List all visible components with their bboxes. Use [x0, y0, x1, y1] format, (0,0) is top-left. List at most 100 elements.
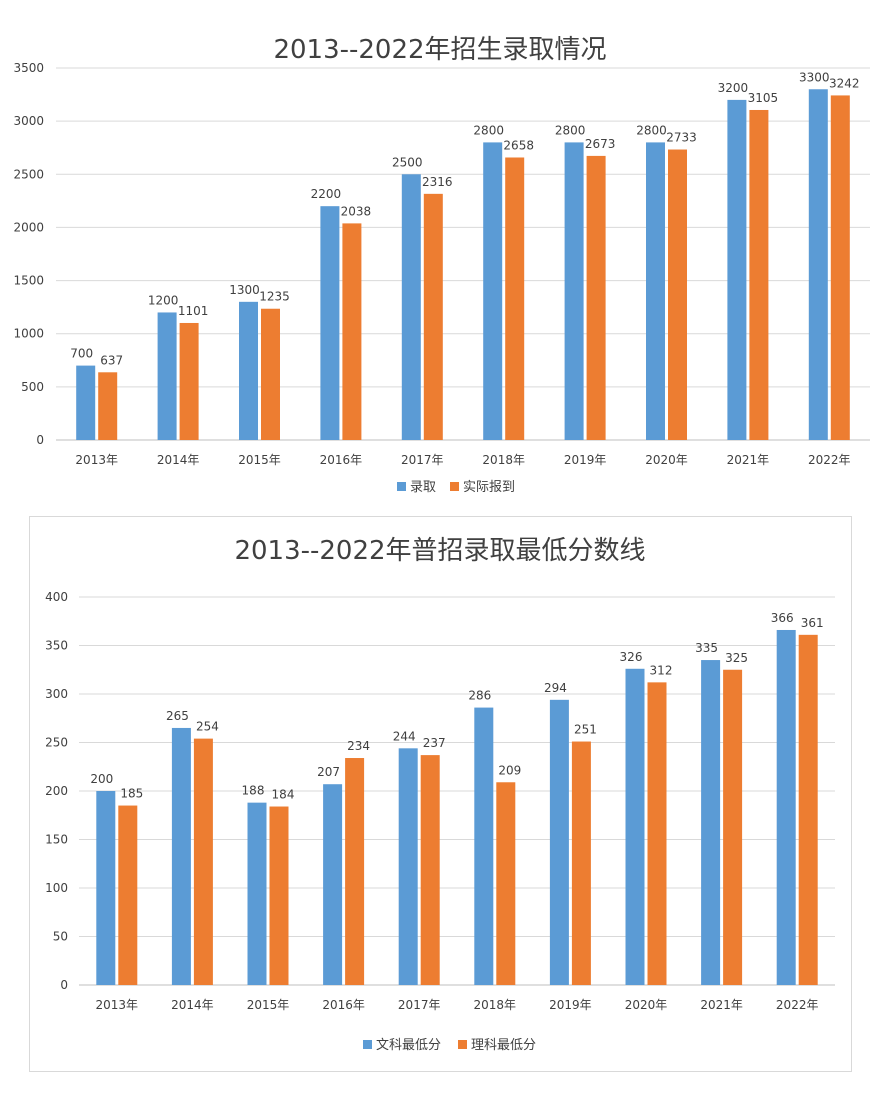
data-label: 637: [100, 353, 123, 367]
data-label: 3242: [829, 76, 860, 90]
bar-series-1: [564, 142, 584, 440]
data-label: 3105: [748, 91, 779, 105]
y-tick-label: 400: [45, 590, 68, 604]
x-tick-label: 2017年: [401, 453, 444, 467]
x-tick-label: 2018年: [482, 453, 525, 467]
bar-series-1: [474, 707, 494, 985]
data-label: 2038: [341, 204, 372, 218]
legend-swatch-series-2: [450, 482, 459, 491]
y-tick-label: 200: [45, 784, 68, 798]
x-tick-label: 2015年: [238, 453, 281, 467]
y-tick-label: 2000: [13, 220, 44, 234]
y-tick-label: 350: [45, 639, 68, 653]
bar-series-1: [701, 660, 721, 985]
data-label: 1200: [148, 293, 179, 307]
x-tick-label: 2014年: [171, 998, 214, 1012]
x-tick-label: 2019年: [564, 453, 607, 467]
data-label: 326: [620, 650, 643, 664]
data-label: 200: [90, 772, 113, 786]
data-label: 325: [725, 651, 748, 665]
data-label: 3200: [718, 81, 749, 95]
x-tick-label: 2022年: [776, 998, 819, 1012]
data-label: 207: [317, 765, 340, 779]
bar-series-1: [401, 174, 421, 441]
data-label: 254: [196, 720, 219, 734]
x-tick-label: 2017年: [398, 998, 441, 1012]
bar-series-2: [798, 634, 818, 985]
bar-series-2: [505, 157, 525, 441]
data-label: 234: [347, 739, 370, 753]
data-label: 184: [272, 788, 295, 802]
y-tick-label: 300: [45, 687, 68, 701]
x-tick-label: 2021年: [700, 998, 743, 1012]
x-tick-label: 2020年: [625, 998, 668, 1012]
bar-series-2: [261, 308, 280, 440]
bar-series-1: [320, 206, 340, 440]
bar-series-1: [398, 748, 418, 985]
data-label: 2316: [422, 175, 453, 189]
legend-swatch-series-1: [363, 1040, 372, 1049]
bar-series-2: [98, 372, 118, 440]
x-tick-label: 2020年: [645, 453, 688, 467]
bar-series-2: [193, 738, 213, 985]
x-tick-label: 2021年: [727, 453, 770, 467]
data-label: 265: [166, 709, 189, 723]
y-tick-label: 50: [53, 930, 68, 944]
data-label: 335: [695, 641, 718, 655]
legend-label: 录取: [410, 480, 436, 495]
x-tick-label: 2019年: [549, 998, 592, 1012]
y-tick-label: 100: [45, 881, 68, 895]
chart-title: 2013--2022年普招录取最低分数线: [234, 536, 645, 566]
data-label: 3300: [799, 70, 830, 84]
x-tick-label: 2015年: [247, 998, 290, 1012]
data-label: 2500: [392, 155, 423, 169]
bar-series-1: [625, 668, 645, 985]
bar-series-2: [830, 95, 850, 440]
bar-series-1: [727, 99, 747, 440]
legend-swatch-series-2: [458, 1040, 467, 1049]
data-label: 2658: [503, 138, 534, 152]
bar-series-2: [647, 682, 667, 985]
data-label: 185: [120, 787, 143, 801]
y-tick-label: 1000: [13, 327, 44, 341]
bar-series-1: [483, 142, 503, 440]
bar-series-1: [171, 727, 191, 985]
data-label: 2800: [555, 123, 586, 137]
data-label: 2673: [585, 137, 616, 151]
data-label: 2800: [636, 123, 667, 137]
bar-series-1: [157, 312, 177, 440]
bar-series-2: [118, 805, 138, 985]
bar-series-1: [323, 784, 343, 985]
y-tick-label: 3500: [13, 61, 44, 75]
y-tick-label: 3000: [13, 114, 44, 128]
bar-series-2: [749, 109, 769, 441]
y-tick-label: 150: [45, 833, 68, 847]
chart-title: 2013--2022年招生录取情况: [273, 35, 606, 65]
data-label: 361: [801, 616, 824, 630]
legend-label: 文科最低分: [376, 1038, 441, 1053]
min-score-chart: 2013--2022年普招录取最低分数线 0 50 100 150 200 250 300 35…: [29, 516, 852, 1072]
x-tick-label: 2014年: [157, 453, 200, 467]
enrollment-chart-svg: 2013--2022年招生录取情况 0 500 1000 1500 2000 2500 300…: [13, 35, 870, 495]
x-tick-label: 2018年: [474, 998, 517, 1012]
y-tick-label: 0: [60, 978, 68, 992]
y-tick-label: 250: [45, 736, 68, 750]
data-label: 237: [423, 736, 446, 750]
enrollment-chart: 2013--2022年招生录取情况 0 500 1000 1500 2000 2500 300…: [0, 0, 883, 503]
bar-series-2: [423, 193, 443, 440]
data-label: 209: [498, 763, 521, 777]
data-label: 1300: [229, 283, 260, 297]
bar-series-1: [646, 142, 665, 440]
bar-series-2: [345, 758, 365, 985]
bar-series-2: [496, 782, 516, 985]
legend-label: 实际报到: [463, 480, 515, 495]
y-tick-label: 1500: [13, 274, 44, 288]
bar-series-1: [239, 301, 258, 440]
data-label: 1235: [259, 290, 290, 304]
bar-series-1: [776, 629, 796, 985]
data-label: 2800: [473, 123, 504, 137]
data-label: 2200: [311, 187, 342, 201]
y-tick-label: 2500: [13, 167, 44, 181]
bar-series-2: [420, 755, 440, 985]
data-label: 2733: [666, 131, 697, 145]
